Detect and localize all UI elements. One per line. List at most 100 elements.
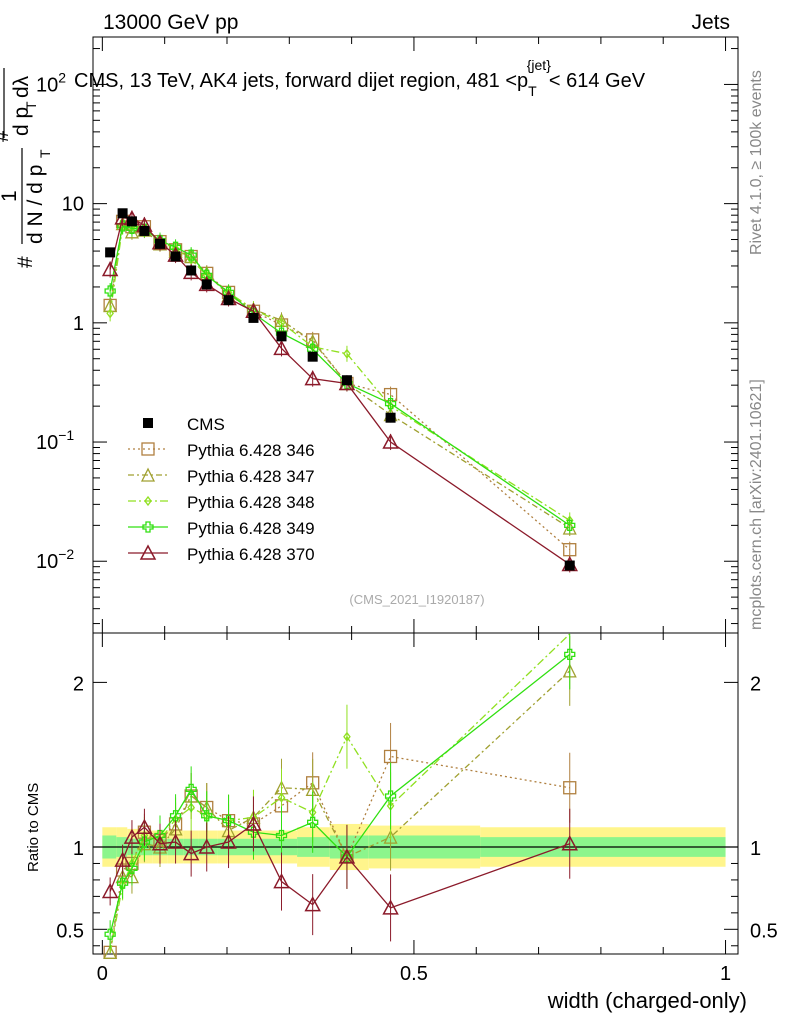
ratio-y-tick-label-right: 1 (750, 838, 761, 860)
header-right: Jets (691, 11, 730, 34)
ratio-line-3 (109, 653, 571, 935)
data-point (223, 295, 234, 306)
ratio-point-2 (277, 792, 286, 803)
series-point-1 (562, 520, 577, 535)
data-point (248, 312, 259, 323)
ratio-point-3 (138, 836, 151, 848)
data-point (139, 225, 150, 236)
ratio-point-4 (304, 896, 321, 912)
ratio-point-3 (307, 816, 319, 828)
main-y-tick-label: 10−1 (36, 427, 74, 454)
main-y-tick-label: 102 (36, 69, 66, 96)
main-axis-ticks: 102 10 1 10−1 10−2 (36, 37, 738, 633)
ratio-point-4 (136, 818, 153, 834)
ratio-point-4 (561, 835, 578, 851)
ratio-point-4 (245, 815, 262, 831)
legend-marker-1 (140, 467, 156, 482)
ratio-point-4 (101, 882, 119, 899)
ratio-y-tick-label-right: 0.5 (750, 920, 778, 942)
ratio-point-4 (198, 838, 215, 854)
ylabel-d2n: d (0, 106, 3, 118)
data-point (186, 265, 197, 276)
main-y-tick-label: 10 (62, 194, 84, 216)
data-point (385, 412, 396, 423)
main-y-tick-label: 10−2 (36, 546, 74, 573)
series-point-2 (343, 348, 351, 359)
ratio-point-4 (338, 848, 356, 864)
series-point-4 (304, 370, 321, 386)
series-line-4 (109, 217, 571, 565)
ylabel-hash2: # (0, 130, 13, 142)
data-point (307, 351, 318, 362)
data-point (117, 208, 128, 219)
ylabel-dpt: d p (10, 107, 33, 136)
main-plot-frame (92, 36, 739, 634)
ratio-point-4 (182, 845, 200, 861)
data-point (105, 247, 116, 258)
series-point-3 (564, 519, 576, 532)
ratio-line-1 (109, 670, 571, 953)
plot-title-sub: T (528, 83, 537, 99)
ratio-plot: 0.5 0.5 1 1 2 2 0 0.5 1 (56, 632, 778, 985)
y-axis-label: # 1 d N / d p T # d p T dλ d 2 N (0, 68, 53, 268)
ylabel-one: 1 (0, 190, 21, 202)
ratio-point-1 (383, 829, 398, 844)
ratio-point-3 (275, 829, 288, 842)
ylabel-hash1: # (14, 256, 37, 268)
ratio-line-2 (109, 633, 571, 954)
ratio-point-4 (151, 835, 169, 851)
x-axis-label: width (charged-only) (547, 988, 747, 1013)
plot-title-main: CMS, 13 TeV, AK4 jets, forward dijet reg… (74, 70, 528, 92)
series-point-3 (185, 249, 197, 261)
series-point-0 (563, 543, 577, 557)
legend-label-3: Pythia 6.428 349 (187, 519, 315, 538)
ratio-point-0 (563, 781, 577, 795)
rivet-version: Rivet 4.1.0, ≥ 100k events (748, 70, 765, 255)
ratio-point-3 (185, 783, 197, 796)
series-point-3 (104, 285, 116, 297)
legend-marker-3 (142, 521, 154, 533)
legend-marker-2 (144, 495, 152, 507)
ratio-point-1 (103, 944, 118, 960)
plot-title-sup: {jet} (527, 57, 551, 73)
ratio-point-4 (114, 851, 131, 867)
mcplots-credit: mcplots.cern.ch [arXiv:2401.10621] (748, 379, 765, 630)
series-point-3 (384, 397, 397, 410)
ratio-point-3 (222, 815, 235, 827)
data-point (276, 331, 287, 342)
ratio-plot-frame (92, 632, 739, 955)
header-left: 13000 GeV pp (103, 11, 238, 34)
series-point-2 (106, 308, 114, 319)
analysis-watermark: (CMS_2021_I1920187) (349, 592, 484, 607)
plot-title-end: < 614 GeV (549, 70, 646, 92)
ratio-point-3 (564, 648, 576, 661)
ratio-point-3 (104, 928, 116, 940)
ylabel-dn-dpt: d N / d p (24, 165, 47, 244)
data-point (170, 251, 181, 262)
ratio-point-3 (169, 810, 182, 822)
series-line-0 (109, 220, 571, 551)
legend-marker-4 (139, 544, 157, 560)
x-tick-label: 0 (97, 963, 108, 985)
series-point-3 (126, 222, 138, 235)
series-line-3 (109, 225, 571, 526)
main-plot: 102 10 1 10−1 10−2 (36, 36, 739, 634)
data-point (154, 238, 165, 249)
ratio-point-3 (116, 877, 129, 889)
ratio-point-3 (384, 790, 397, 802)
ratio-axis-ticks: 0.5 0.5 1 1 2 2 0 0.5 1 (56, 633, 778, 985)
x-tick-label: 0.5 (400, 963, 428, 985)
ratio-uncertainty-bands (93, 823, 738, 871)
ratio-point-4 (167, 833, 184, 849)
plot-title: CMS, 13 TeV, AK4 jets, forward dijet reg… (74, 57, 646, 99)
ratio-point-3 (201, 810, 213, 822)
legend-label-cms: CMS (187, 415, 225, 434)
data-point (126, 216, 137, 227)
data-point (201, 279, 212, 290)
x-tick-label: 1 (720, 963, 731, 985)
ratio-plot-marks (101, 633, 578, 960)
series-point-4 (273, 339, 290, 356)
data-point (341, 375, 352, 386)
ratio-point-0 (383, 749, 398, 764)
legend-label-0: Pythia 6.428 346 (187, 441, 315, 460)
